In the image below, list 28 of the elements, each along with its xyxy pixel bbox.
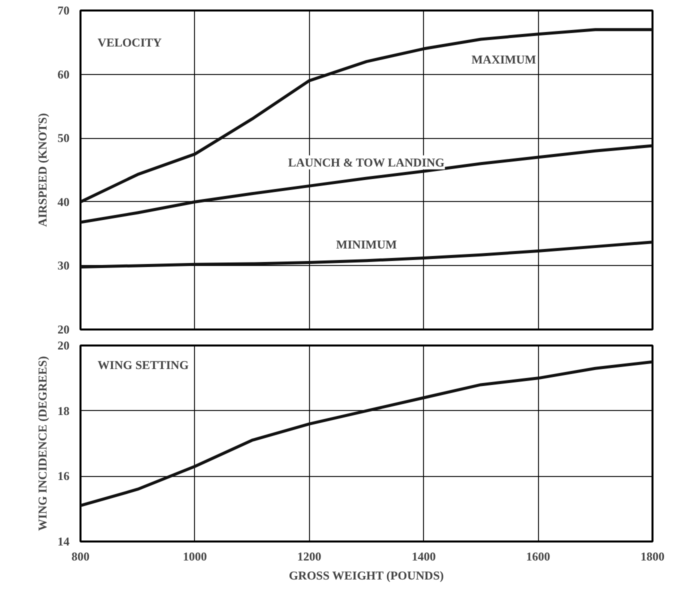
x-tick-label: 1200 xyxy=(297,550,322,564)
y-tick-label: 20 xyxy=(58,322,70,336)
y-axis-title: WING INCIDENCE (DEGREES) xyxy=(36,356,50,531)
x-tick-label: 800 xyxy=(72,550,90,564)
y-tick-label: 30 xyxy=(58,258,70,273)
line-series xyxy=(80,240,652,268)
y-tick-label: 20 xyxy=(58,338,70,352)
annotation: WING SETTING xyxy=(98,358,189,372)
line-series xyxy=(80,360,652,508)
y-tick-label: 50 xyxy=(58,131,70,146)
y-axis-title: AIRSPEED (KNOTS) xyxy=(36,113,50,227)
y-tick-label: 16 xyxy=(58,469,70,484)
x-axis-title: GROSS WEIGHT (POUNDS) xyxy=(288,568,444,582)
x-tick-label: 1400 xyxy=(412,550,436,564)
y-tick-label: 60 xyxy=(58,67,70,82)
series-label: MAXIMUM xyxy=(471,52,536,66)
annotation: VELOCITY xyxy=(98,35,162,50)
line-series xyxy=(80,144,652,224)
series-label: MINIMUM xyxy=(336,238,397,252)
x-tick-label: 1000 xyxy=(182,550,207,564)
x-tick-label: 1800 xyxy=(640,550,664,564)
y-tick-label: 70 xyxy=(58,4,70,18)
line-series xyxy=(80,28,652,204)
series-label: LAUNCH & TOW LANDING xyxy=(288,155,444,170)
y-tick-label: 18 xyxy=(58,404,70,418)
y-tick-label: 40 xyxy=(58,194,70,209)
x-tick-label: 1600 xyxy=(526,550,550,564)
y-tick-label: 14 xyxy=(58,534,70,548)
